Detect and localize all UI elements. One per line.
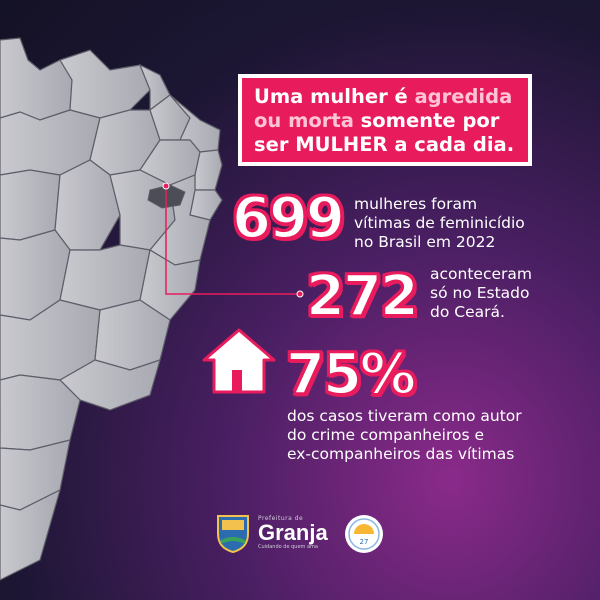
headline-text: Uma mulher é [254, 85, 415, 108]
stat-number-brazil: 699 [231, 185, 346, 252]
stat-text-line: vítimas de feminicídio [354, 214, 525, 232]
stat-text-percentage: dos casos tiveram como autor do crime co… [287, 407, 547, 464]
headline-text: somente por [353, 109, 500, 132]
stat-text-brazil: mulheres foram vítimas de feminicídio no… [354, 195, 544, 252]
stat-text-line: do crime companheiros e [287, 426, 484, 444]
headline-accent-text: ou morta [254, 109, 354, 132]
stat-text-line: dos casos tiveram como autor [287, 407, 522, 425]
stat-text-line: ex-companheiros das vítimas [287, 445, 515, 463]
stat-text-line: no Brasil em 2022 [354, 233, 496, 251]
headline-box: Uma mulher é agredida ou morta somente p… [238, 74, 532, 166]
stat-text-line: aconteceram [430, 265, 532, 283]
granja-crest-icon [217, 515, 249, 554]
brand-name: Granja [258, 520, 328, 545]
house-icon [202, 328, 276, 394]
seal-icon: 27 [345, 515, 383, 553]
stat-number-ceara: 272 [305, 263, 420, 330]
stat-text-ceara: aconteceram só no Estado do Ceará. [430, 265, 570, 322]
stat-text-line: mulheres foram [354, 195, 478, 213]
headline-accent-text: agredida [414, 85, 513, 108]
headline-line-2: ou morta somente por [254, 109, 522, 133]
brand-tagline: Cuidando de quem ama [258, 544, 318, 550]
stat-text-line: do Ceará. [430, 303, 505, 321]
stat-number-percentage: 75% [285, 341, 417, 408]
brand-small-text: Prefeitura de [258, 515, 304, 522]
headline-line-3: ser MULHER a cada dia. [254, 133, 515, 156]
stat-text-line: só no Estado [430, 284, 530, 302]
granja-brand: Prefeitura de Granja Cuidando de quem am… [258, 515, 328, 550]
seal-text: 27 [360, 538, 369, 546]
headline-line-1: Uma mulher é agredida [254, 85, 522, 109]
